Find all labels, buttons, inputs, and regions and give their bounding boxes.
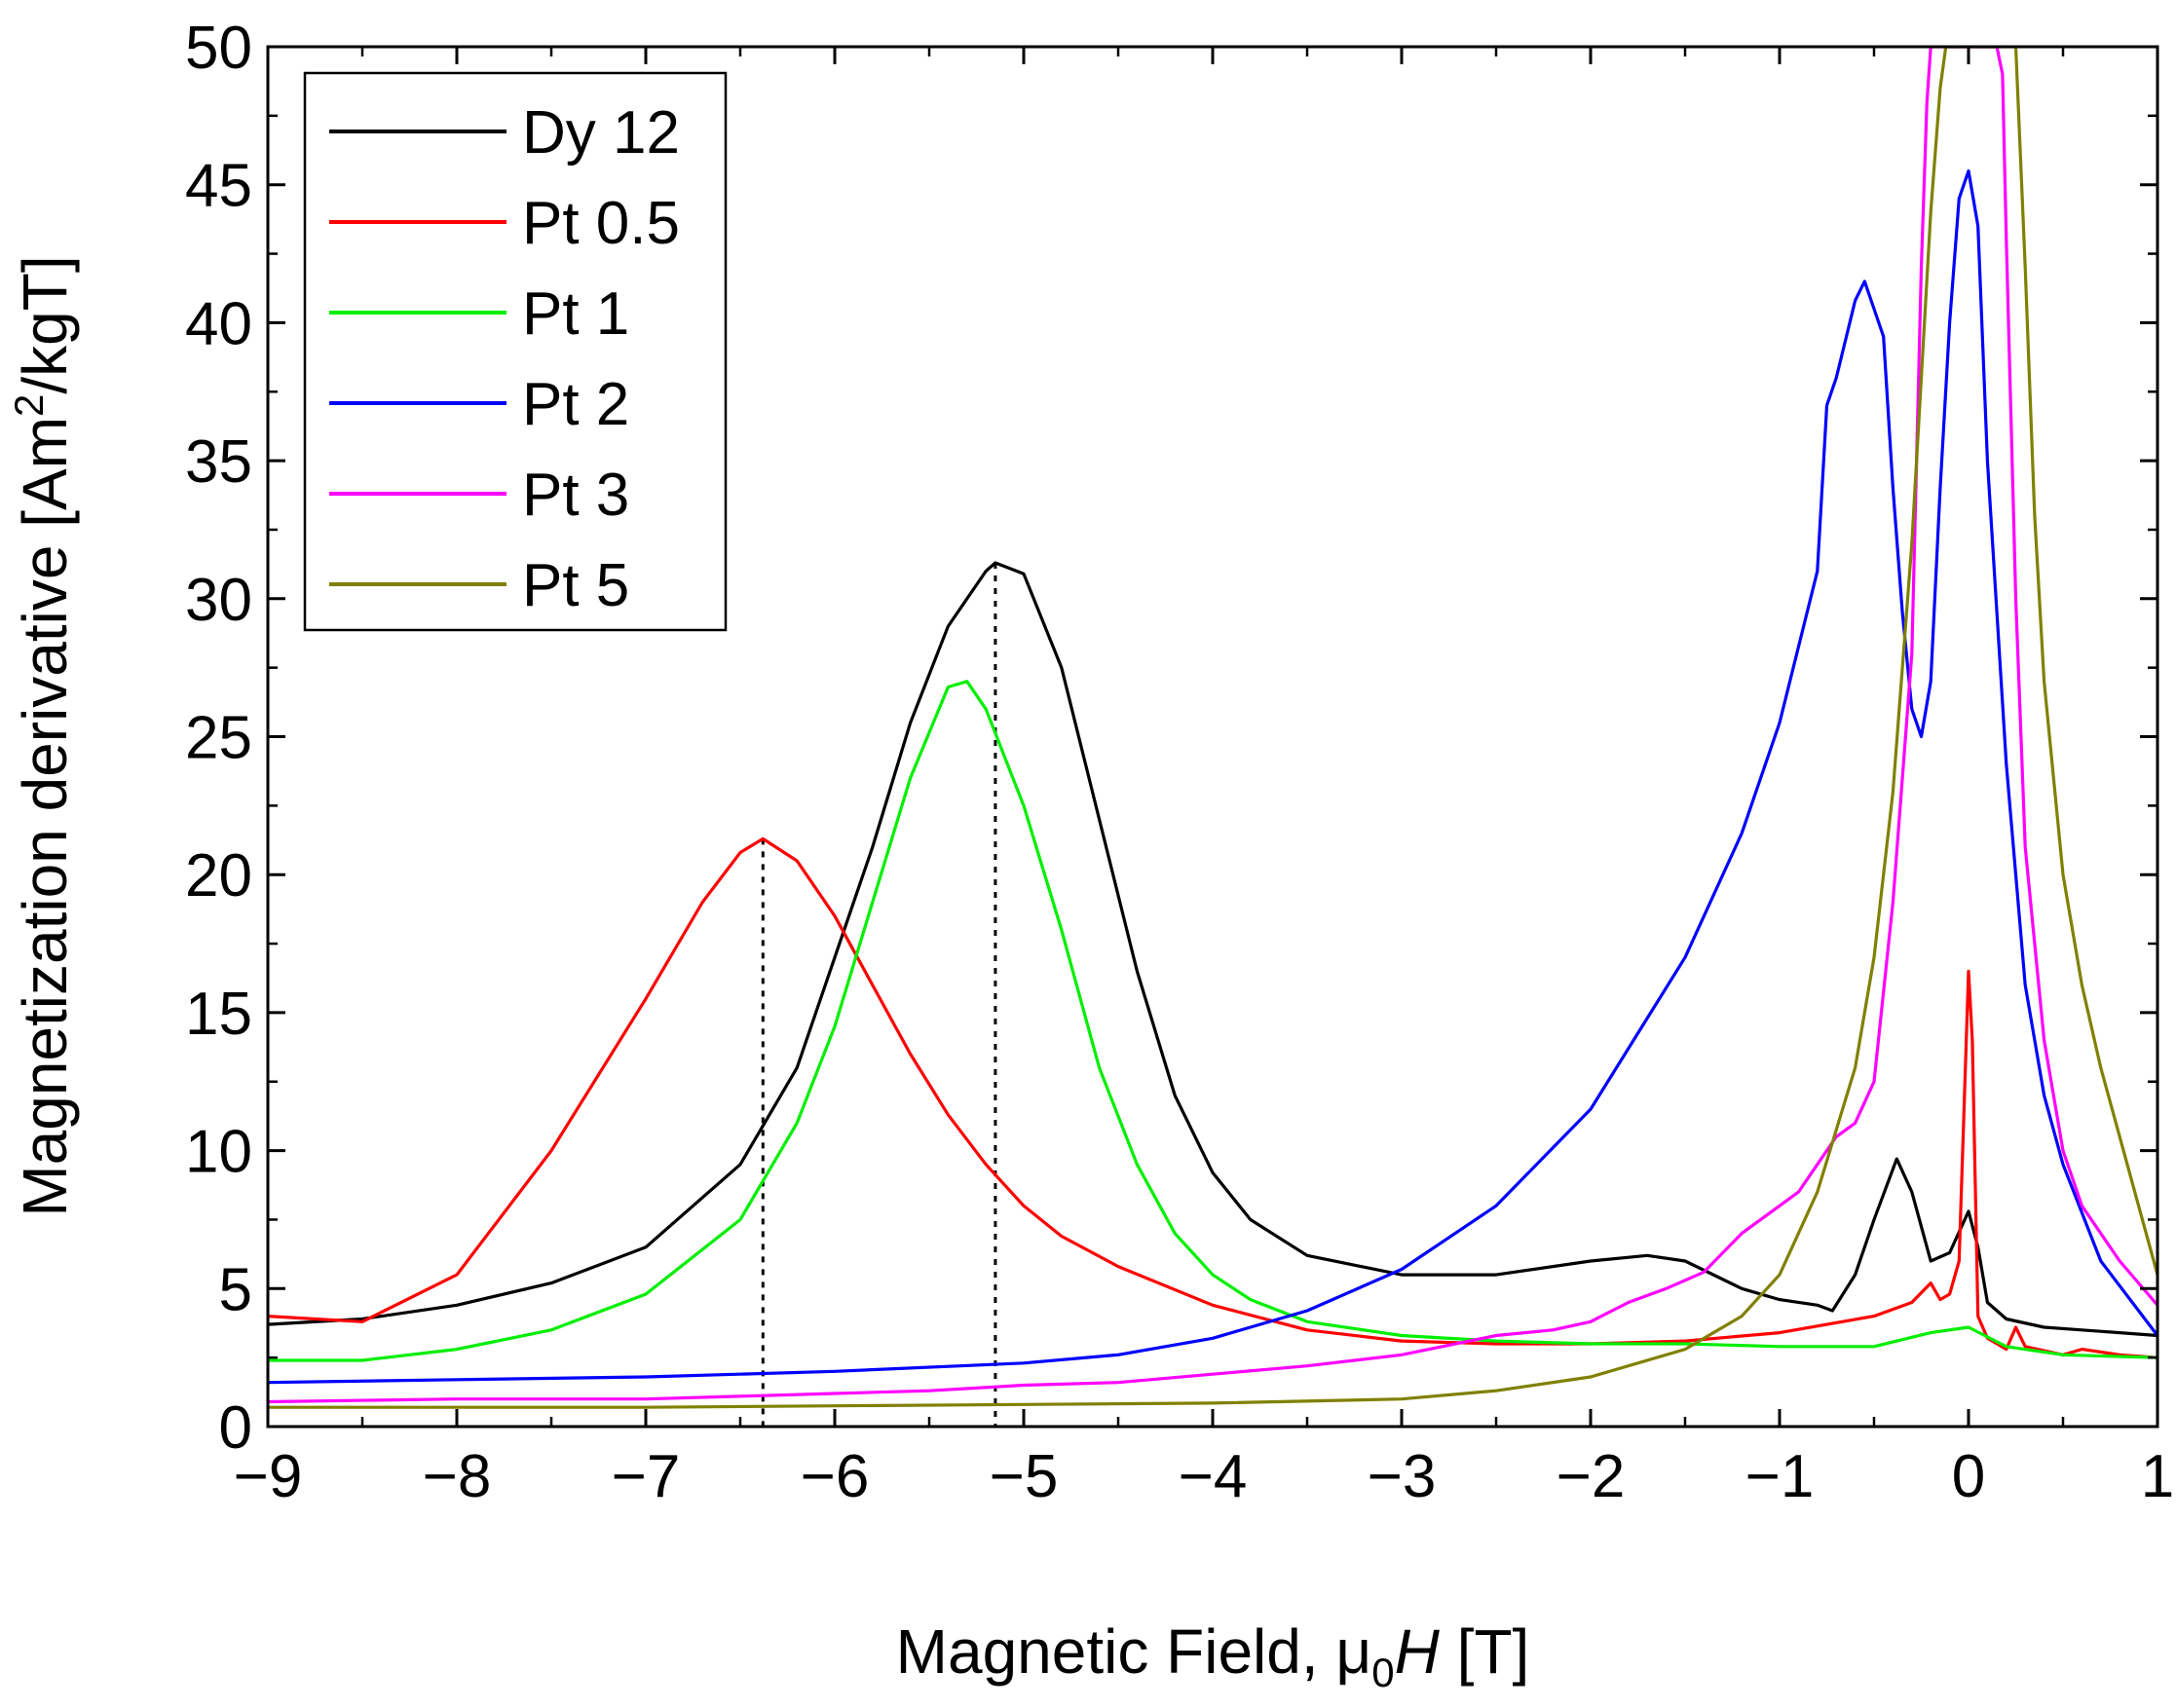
x-tick-label: −3	[1368, 1443, 1437, 1510]
y-tick-label: 25	[185, 705, 252, 772]
y-tick-label: 20	[185, 842, 252, 910]
y-tick-label: 50	[185, 15, 252, 82]
y-tick-label: 5	[219, 1256, 252, 1323]
legend-items: Dy 12 Pt 0.5 Pt 1 Pt 2 Pt 3 Pt 5	[329, 99, 680, 619]
series-line-pt-3	[268, 47, 2157, 1404]
x-tick-label: −8	[423, 1443, 492, 1510]
x-tick-label: −1	[1745, 1443, 1815, 1510]
x-tick-label: −7	[612, 1443, 681, 1510]
series-line-pt-2	[268, 168, 2157, 1385]
y-tick-label: 0	[219, 1394, 252, 1462]
y-tick-label: 15	[185, 981, 252, 1048]
series-line-pt-1	[268, 680, 2157, 1362]
y-tick-labels: 0 5 10 15 20 25 30 35 40 45 50	[185, 15, 252, 1462]
legend-label-pt-3: Pt 3	[522, 462, 629, 529]
legend: Dy 12 Pt 0.5 Pt 1 Pt 2 Pt 3 Pt 5	[303, 71, 728, 632]
legend-box	[303, 71, 728, 632]
y-tick-label: 35	[185, 428, 252, 496]
axis-ticks	[266, 45, 2159, 1429]
x-tick-label: −2	[1557, 1443, 1626, 1510]
legend-label-pt-1: Pt 1	[522, 280, 629, 348]
x-tick-label: −5	[990, 1443, 1059, 1510]
y-axis-label: Magnetization derivative [Am2/kgT]	[6, 255, 80, 1216]
x-axis-label: Magnetic Field, μ0H [T]	[896, 1616, 1530, 1695]
legend-label-dy-12: Dy 12	[522, 99, 680, 167]
x-tick-label: −6	[801, 1443, 870, 1510]
series-line-dy-12	[268, 561, 2157, 1338]
x-tick-label: −9	[234, 1443, 303, 1510]
y-tick-label: 40	[185, 290, 252, 357]
series-line-pt-5	[268, 47, 2157, 1409]
x-tick-label: 1	[2141, 1443, 2174, 1510]
data-series	[268, 47, 2157, 1409]
x-tick-label: −4	[1179, 1443, 1248, 1510]
x-tick-label: 0	[1952, 1443, 1985, 1510]
y-tick-label: 10	[185, 1119, 252, 1186]
legend-label-pt-2: Pt 2	[522, 371, 629, 438]
peak-marker-lines	[761, 562, 997, 1427]
y-tick-label: 45	[185, 153, 252, 220]
legend-label-pt-0-5: Pt 0.5	[522, 190, 680, 257]
series-line-pt-0-5	[268, 836, 2157, 1359]
x-tick-labels: −9 −8 −7 −6 −5 −4 −3 −2 −1 0 1	[234, 1443, 2175, 1510]
y-tick-label: 30	[185, 567, 252, 634]
legend-label-pt-5: Pt 5	[522, 552, 629, 619]
